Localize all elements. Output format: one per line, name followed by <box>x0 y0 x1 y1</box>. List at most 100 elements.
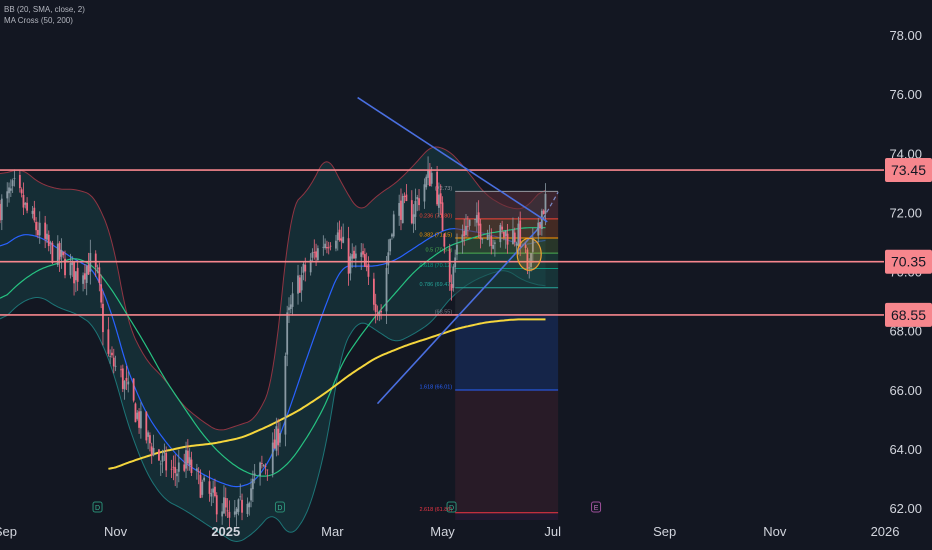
candle-body <box>127 381 130 385</box>
fib-zone <box>455 253 559 269</box>
fib-level-label: 1.618 (66.01) <box>419 385 452 391</box>
candle-body <box>82 275 84 284</box>
candle-body <box>87 264 90 275</box>
candle-body <box>120 369 122 371</box>
candle-body <box>139 411 142 429</box>
candle-body <box>221 511 224 517</box>
candle-body <box>504 230 507 237</box>
candle-body <box>363 254 366 267</box>
event-marker-label: E <box>594 505 599 512</box>
fib-level-label: 2.618 (61.86) <box>419 507 452 513</box>
candle-body <box>201 481 204 495</box>
candle-body <box>262 464 265 467</box>
candle-body <box>513 232 516 243</box>
trendline-lower-ext[interactable] <box>535 191 559 231</box>
candle-body <box>0 198 3 221</box>
candle-body <box>544 193 547 214</box>
candle-body <box>71 261 74 265</box>
candle-body <box>414 200 417 217</box>
price-label-box <box>885 158 932 183</box>
candle-body <box>69 263 72 276</box>
candle-body <box>264 466 267 467</box>
x-tick-label: 2026 <box>871 524 900 539</box>
candle-body <box>31 210 34 214</box>
candle-body <box>436 171 439 205</box>
candle-body <box>416 197 419 200</box>
candle-body <box>439 193 442 204</box>
candle-body <box>74 271 77 281</box>
fibonacci-extension[interactable]: (72.73) 0.236 (71.80) 0.382 (71.15) 0.5 (70… <box>419 186 559 520</box>
candle-body <box>176 473 178 477</box>
candle-body <box>158 449 160 461</box>
candle-body <box>212 488 215 493</box>
candle-body <box>297 275 299 294</box>
candle-body <box>147 432 150 437</box>
candle-body <box>539 222 541 229</box>
bb-lower-line <box>0 270 546 543</box>
event-marker-label: D <box>277 505 282 512</box>
candle-body <box>351 254 354 259</box>
fib-level-label: (68.55) <box>435 309 453 315</box>
candle-body <box>327 247 330 249</box>
candle-body <box>138 411 140 428</box>
candle-body <box>250 488 252 501</box>
candle-body <box>512 230 514 245</box>
candle-body <box>214 486 216 497</box>
candle-body <box>315 251 317 258</box>
candle-body <box>503 231 505 238</box>
candle-body <box>253 473 256 476</box>
candle-body <box>188 457 191 465</box>
candle-body <box>526 249 529 269</box>
candle-body <box>18 174 21 189</box>
candle-body <box>338 229 341 241</box>
candle-body <box>233 511 236 515</box>
event-marker[interactable] <box>591 501 602 513</box>
trendline-upper[interactable] <box>357 96 548 223</box>
candle-body <box>389 239 392 252</box>
candle-body <box>37 229 39 236</box>
x-tick-label: Sep <box>0 524 17 539</box>
drawings[interactable] <box>357 96 559 405</box>
horizontal-levels[interactable] <box>0 169 884 316</box>
event-marker[interactable] <box>274 501 285 513</box>
y-tick-label: 64.00 <box>889 442 922 457</box>
candle-body <box>271 442 274 474</box>
y-tick-label: 62.00 <box>889 501 922 516</box>
candle-body <box>235 508 238 514</box>
candle-body <box>385 267 388 312</box>
indicator-bb[interactable]: BB (20, SMA, close, 2) <box>4 5 85 14</box>
candle-body <box>150 446 153 456</box>
candle-body <box>114 365 117 367</box>
candle-body <box>203 477 206 481</box>
time-axis[interactable]: Sep Nov 2025 Mar May Jul Sep Nov 2026 <box>0 524 899 539</box>
trendline-lower[interactable] <box>376 230 538 405</box>
ma200-line <box>108 318 546 470</box>
candle-body <box>335 240 337 249</box>
price-labels: 73.45 70.35 68.55 <box>885 158 932 327</box>
candle-body <box>284 355 287 435</box>
candle-body <box>302 264 305 273</box>
candle-body <box>185 450 187 469</box>
candle-body <box>304 264 307 272</box>
candle-body <box>121 368 124 389</box>
event-marker[interactable] <box>446 501 457 513</box>
x-tick-label: Jul <box>544 524 561 539</box>
candle-body <box>391 234 393 237</box>
indicator-ma-cross[interactable]: MA Cross (50, 200) <box>4 16 73 25</box>
event-marker[interactable] <box>92 501 103 513</box>
x-tick-label: May <box>430 524 455 539</box>
fib-zone <box>455 512 559 520</box>
candle-body <box>94 253 97 268</box>
candle-body <box>531 237 534 252</box>
x-tick-label: Mar <box>321 524 344 539</box>
candle-body <box>481 238 484 240</box>
fib-zone <box>455 238 559 254</box>
candle-body <box>354 253 357 259</box>
candle-body <box>428 169 431 187</box>
highlight-ellipse[interactable] <box>516 237 542 271</box>
candle-body <box>224 498 227 508</box>
fib-level-label: (72.73) <box>435 186 453 192</box>
candle-body <box>56 243 59 266</box>
